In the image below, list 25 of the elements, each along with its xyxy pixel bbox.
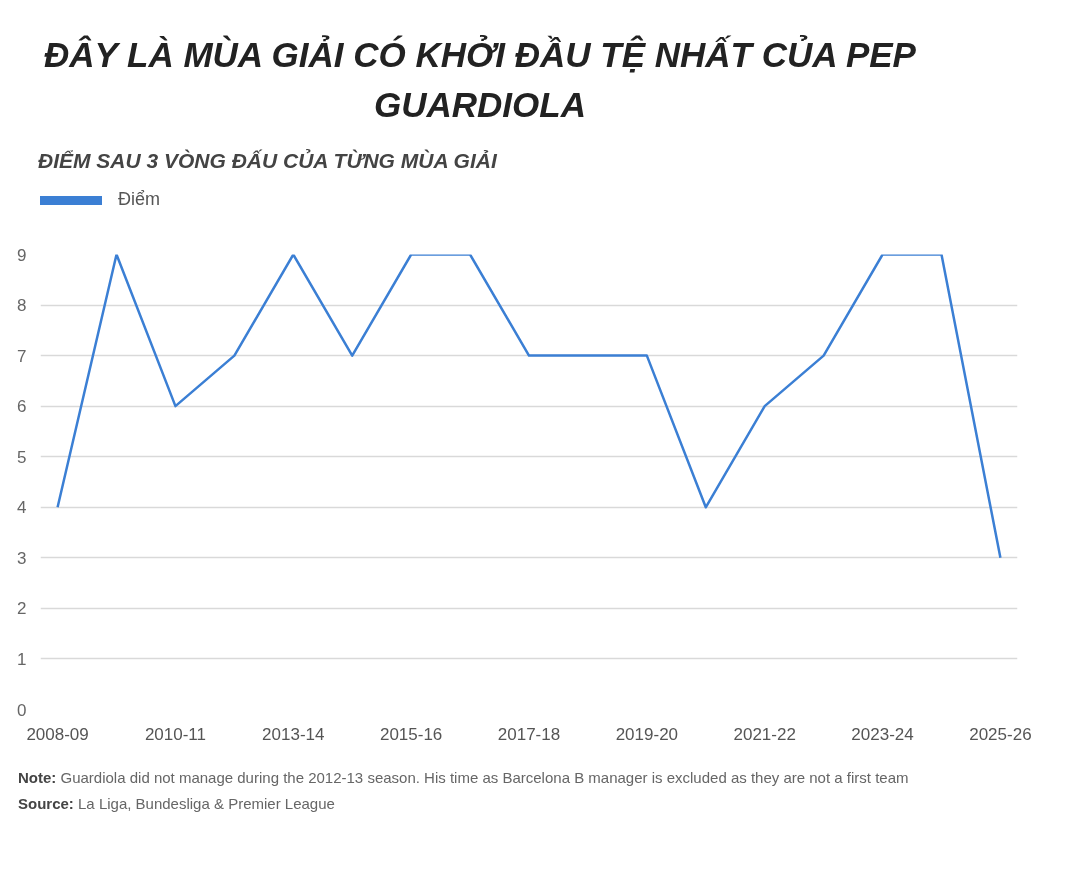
y-tick-label: 6 [17, 397, 27, 417]
legend-label: Điểm [118, 189, 161, 210]
x-tick-label: 2019-20 [615, 724, 679, 744]
chart-subtitle: ĐIỂM SAU 3 VÒNG ĐẤU CỦA TỪNG MÙA GIẢI [38, 148, 497, 174]
y-tick-label: 3 [17, 548, 27, 568]
y-tick-label: 5 [17, 447, 27, 467]
source-note: Source: La Liga, Bundesliga & Premier League [18, 795, 336, 813]
x-tick-label: 2015-16 [379, 724, 443, 744]
text: Note: Guardiola did not manage during the 2012-13 season. His time as Barcelona B manager is excluded as they are not a first team [18, 769, 910, 787]
x-tick-label: 2023-24 [851, 724, 914, 744]
line-series [56, 254, 1002, 560]
y-tick-label: 4 [17, 498, 27, 518]
x-tick-label: 2008-09 [26, 724, 89, 744]
y-tick-label: 9 [17, 245, 27, 265]
chart-title: ĐÂY LÀ MÙA GIẢI CÓ KHỞI ĐẦU TỆ NHẤT CỦA PEP GUARDIOLA [43, 34, 917, 126]
y-tick-label: 0 [17, 700, 27, 720]
x-tick-label: 2010-11 [144, 724, 207, 744]
x-tick-label: 2025-26 [969, 724, 1032, 744]
y-tick-label: 7 [17, 346, 27, 366]
y-tick-label: 1 [17, 649, 27, 669]
y-tick-label: 8 [17, 296, 27, 316]
y-tick-label: 2 [17, 599, 27, 619]
x-tick-label: 2013-14 [262, 724, 325, 744]
x-tick-label: 2021-22 [733, 724, 796, 744]
x-tick-label: 2017-18 [497, 724, 561, 744]
